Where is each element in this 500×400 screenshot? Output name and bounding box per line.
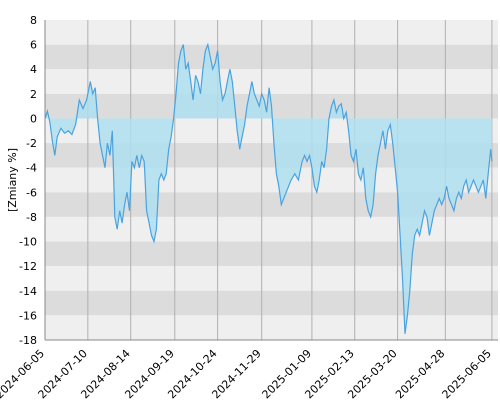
y-tick-label: 6 [30,39,37,52]
y-tick-label: -12 [19,260,37,273]
series-line [44,42,493,334]
x-tick-label: 2025-06-05 [440,347,494,400]
background-band [45,20,498,45]
axes [44,20,498,341]
background-band [45,290,498,316]
y-axis-title: [Zmiany %] [6,148,19,212]
background-band [45,241,498,267]
y-tick-label: -6 [26,186,37,199]
y-tick-label: -14 [19,285,37,298]
y-tick-label: 4 [30,63,37,76]
y-tick-label: -2 [26,137,37,150]
y-tick-label: -16 [19,309,37,322]
y-tick-label: -8 [26,211,37,224]
y-tick-label: 8 [30,14,37,27]
area-series [44,42,493,334]
series-area-fill [45,44,492,334]
y-tick-label: -10 [19,236,37,249]
y-tick-label: -4 [26,162,37,175]
x-axis-tick-labels: 2024-06-052024-07-102024-08-142024-09-19… [0,347,494,400]
background-band [45,44,498,70]
background-band [45,315,498,340]
background-band [45,266,498,291]
y-tick-label: -18 [19,334,37,347]
y-tick-label: 2 [30,88,37,101]
y-axis-tick-labels: 8 6 4 2 0 -2 -4 -6 -8 -10 -12 -14 -16 -18 [19,14,37,347]
background-band [45,69,498,94]
y-tick-label: 0 [30,112,37,125]
